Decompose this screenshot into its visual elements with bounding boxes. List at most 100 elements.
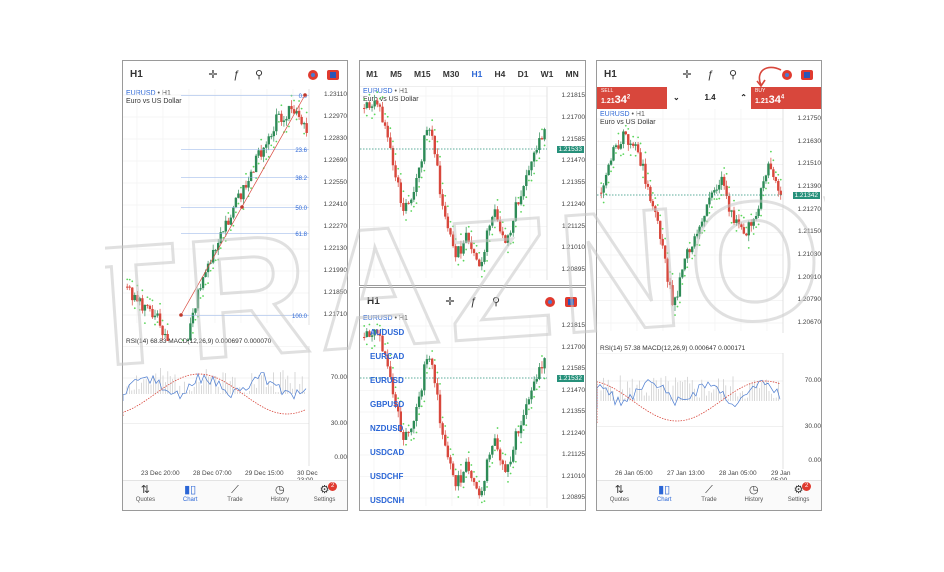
timeframe-mn[interactable]: MN bbox=[565, 68, 579, 79]
timeframe-h4[interactable]: H4 bbox=[494, 68, 506, 79]
tab-trade[interactable]: ⟋ Trade bbox=[213, 481, 258, 510]
candle-body bbox=[485, 459, 489, 482]
sar-dot bbox=[774, 171, 777, 174]
sar-dot bbox=[237, 202, 240, 205]
trade-icon[interactable] bbox=[565, 297, 577, 307]
symbol-switch-icon[interactable] bbox=[308, 70, 318, 80]
price-chart[interactable] bbox=[360, 87, 586, 286]
sar-dot bbox=[399, 172, 402, 175]
candle-body bbox=[602, 185, 605, 193]
crosshair-icon[interactable]: ✛ bbox=[208, 69, 218, 81]
indicator-chart[interactable] bbox=[597, 353, 822, 471]
candle-body bbox=[396, 177, 400, 183]
tab-settings[interactable]: ⚙ Settings 2 bbox=[302, 481, 347, 510]
price-tick: 1.21470 bbox=[561, 386, 586, 394]
symbol-switch-icon[interactable] bbox=[782, 70, 792, 80]
sell-button[interactable]: SELL 1.21342 bbox=[597, 87, 667, 109]
timeframe-m1[interactable]: M1 bbox=[366, 68, 378, 79]
candle-body bbox=[509, 461, 512, 465]
candle-body bbox=[297, 110, 301, 117]
price-tick: 1.21240 bbox=[561, 200, 586, 208]
tab-quotes[interactable]: ⇅ Quotes bbox=[597, 481, 642, 510]
chevron-up-icon[interactable]: ⌃ bbox=[740, 93, 747, 102]
candle-body bbox=[470, 241, 473, 250]
sar-dot bbox=[277, 120, 280, 123]
sar-dot bbox=[192, 331, 194, 334]
sar-dot bbox=[224, 240, 227, 242]
sar-dot bbox=[222, 237, 225, 239]
candle-body bbox=[727, 195, 731, 212]
symbol-item-usdcnh[interactable]: USDCNH bbox=[370, 496, 405, 505]
candle-body bbox=[383, 351, 387, 355]
symbol-item-audusd[interactable]: AUDUSD bbox=[370, 328, 405, 337]
indicator-chart[interactable] bbox=[123, 346, 348, 471]
sar-dot bbox=[627, 127, 630, 130]
objects-icon[interactable]: ⚲ bbox=[254, 69, 264, 81]
price-tick: 1.21010 bbox=[561, 472, 586, 480]
indicators-icon[interactable]: ƒ bbox=[469, 296, 477, 308]
tab-history[interactable]: ◷ History bbox=[731, 481, 776, 510]
price-tick: 1.21700 bbox=[561, 343, 586, 351]
tab-trade[interactable]: ⟋ Trade bbox=[687, 481, 732, 510]
sar-dot bbox=[688, 241, 691, 244]
sar-dot bbox=[718, 197, 721, 200]
tab-quotes[interactable]: ⇅ Quotes bbox=[123, 481, 168, 510]
sar-dot bbox=[693, 254, 696, 257]
objects-icon[interactable]: ⚲ bbox=[728, 69, 738, 81]
chevron-down-icon[interactable]: ⌄ bbox=[673, 93, 680, 102]
time-tick: 28 Dec 07:00 bbox=[193, 470, 232, 477]
timeframe-button[interactable]: H1 bbox=[604, 69, 617, 80]
timeframe-h1[interactable]: H1 bbox=[471, 68, 483, 79]
objects-icon[interactable]: ⚲ bbox=[491, 296, 501, 308]
sar-dot bbox=[407, 424, 410, 427]
sar-dot bbox=[257, 162, 260, 165]
symbol-item-eurcad[interactable]: EURCAD bbox=[370, 352, 405, 361]
price-chart[interactable]: 0.0 23.6 38.2 50.0 61.8 100.0 bbox=[123, 89, 348, 341]
timeframe-d1[interactable]: D1 bbox=[517, 68, 529, 79]
sar-dot bbox=[384, 343, 387, 345]
timeframe-m30[interactable]: M30 bbox=[442, 68, 460, 79]
symbol-label: EURUSD • H1 bbox=[600, 111, 645, 118]
price-chart[interactable] bbox=[597, 109, 822, 341]
sar-dot bbox=[207, 282, 209, 285]
indicators-icon[interactable]: ƒ bbox=[706, 69, 714, 81]
candle-body bbox=[769, 163, 773, 170]
sar-dot bbox=[267, 155, 270, 158]
time-tick: 27 Jan 13:00 bbox=[667, 470, 705, 477]
trade-icon[interactable] bbox=[327, 70, 339, 80]
tab-label: Quotes bbox=[609, 497, 630, 503]
tab-history[interactable]: ◷ History bbox=[257, 481, 302, 510]
price-chart[interactable] bbox=[360, 316, 586, 511]
symbol-item-usdchf[interactable]: USDCHF bbox=[370, 472, 404, 481]
sar-dot bbox=[242, 208, 245, 210]
crosshair-icon[interactable]: ✛ bbox=[445, 296, 455, 308]
sar-dot bbox=[708, 211, 711, 214]
candle-body bbox=[673, 297, 677, 306]
sar-dot bbox=[747, 247, 750, 249]
timeframe-w1[interactable]: W1 bbox=[540, 68, 554, 79]
sar-dot bbox=[528, 408, 530, 411]
sar-dot bbox=[533, 395, 536, 398]
symbol-item-usdcad[interactable]: USDCAD bbox=[370, 448, 405, 457]
timeframe-m5[interactable]: M5 bbox=[390, 68, 402, 79]
buy-button[interactable]: BUY 1.21344 bbox=[751, 87, 821, 109]
symbol-item-eurusd[interactable]: EURUSD bbox=[370, 376, 404, 385]
candle-body bbox=[718, 184, 721, 190]
timeframe-button[interactable]: H1 bbox=[130, 69, 143, 80]
candle-body bbox=[498, 220, 502, 232]
symbol-item-gbpusd[interactable]: GBPUSD bbox=[370, 400, 405, 409]
lot-size[interactable]: ⌄ 1.4 ⌃ bbox=[667, 87, 753, 109]
crosshair-icon[interactable]: ✛ bbox=[682, 69, 692, 81]
trade-icon[interactable] bbox=[801, 70, 813, 80]
timeframe-button[interactable]: H1 bbox=[367, 296, 380, 307]
tab-chart[interactable]: ▮▯ Chart bbox=[642, 481, 687, 510]
tab-chart[interactable]: ▮▯ Chart bbox=[168, 481, 213, 510]
tab-settings[interactable]: ⚙ Settings 2 bbox=[776, 481, 821, 510]
sar-dot bbox=[420, 176, 423, 179]
candle-body bbox=[381, 106, 384, 123]
symbol-item-nzdusd[interactable]: NZDUSD bbox=[370, 424, 404, 433]
symbol-switch-icon[interactable] bbox=[545, 297, 555, 307]
sar-dot bbox=[733, 199, 735, 202]
timeframe-m15[interactable]: M15 bbox=[414, 68, 431, 79]
indicators-icon[interactable]: ƒ bbox=[232, 69, 240, 81]
